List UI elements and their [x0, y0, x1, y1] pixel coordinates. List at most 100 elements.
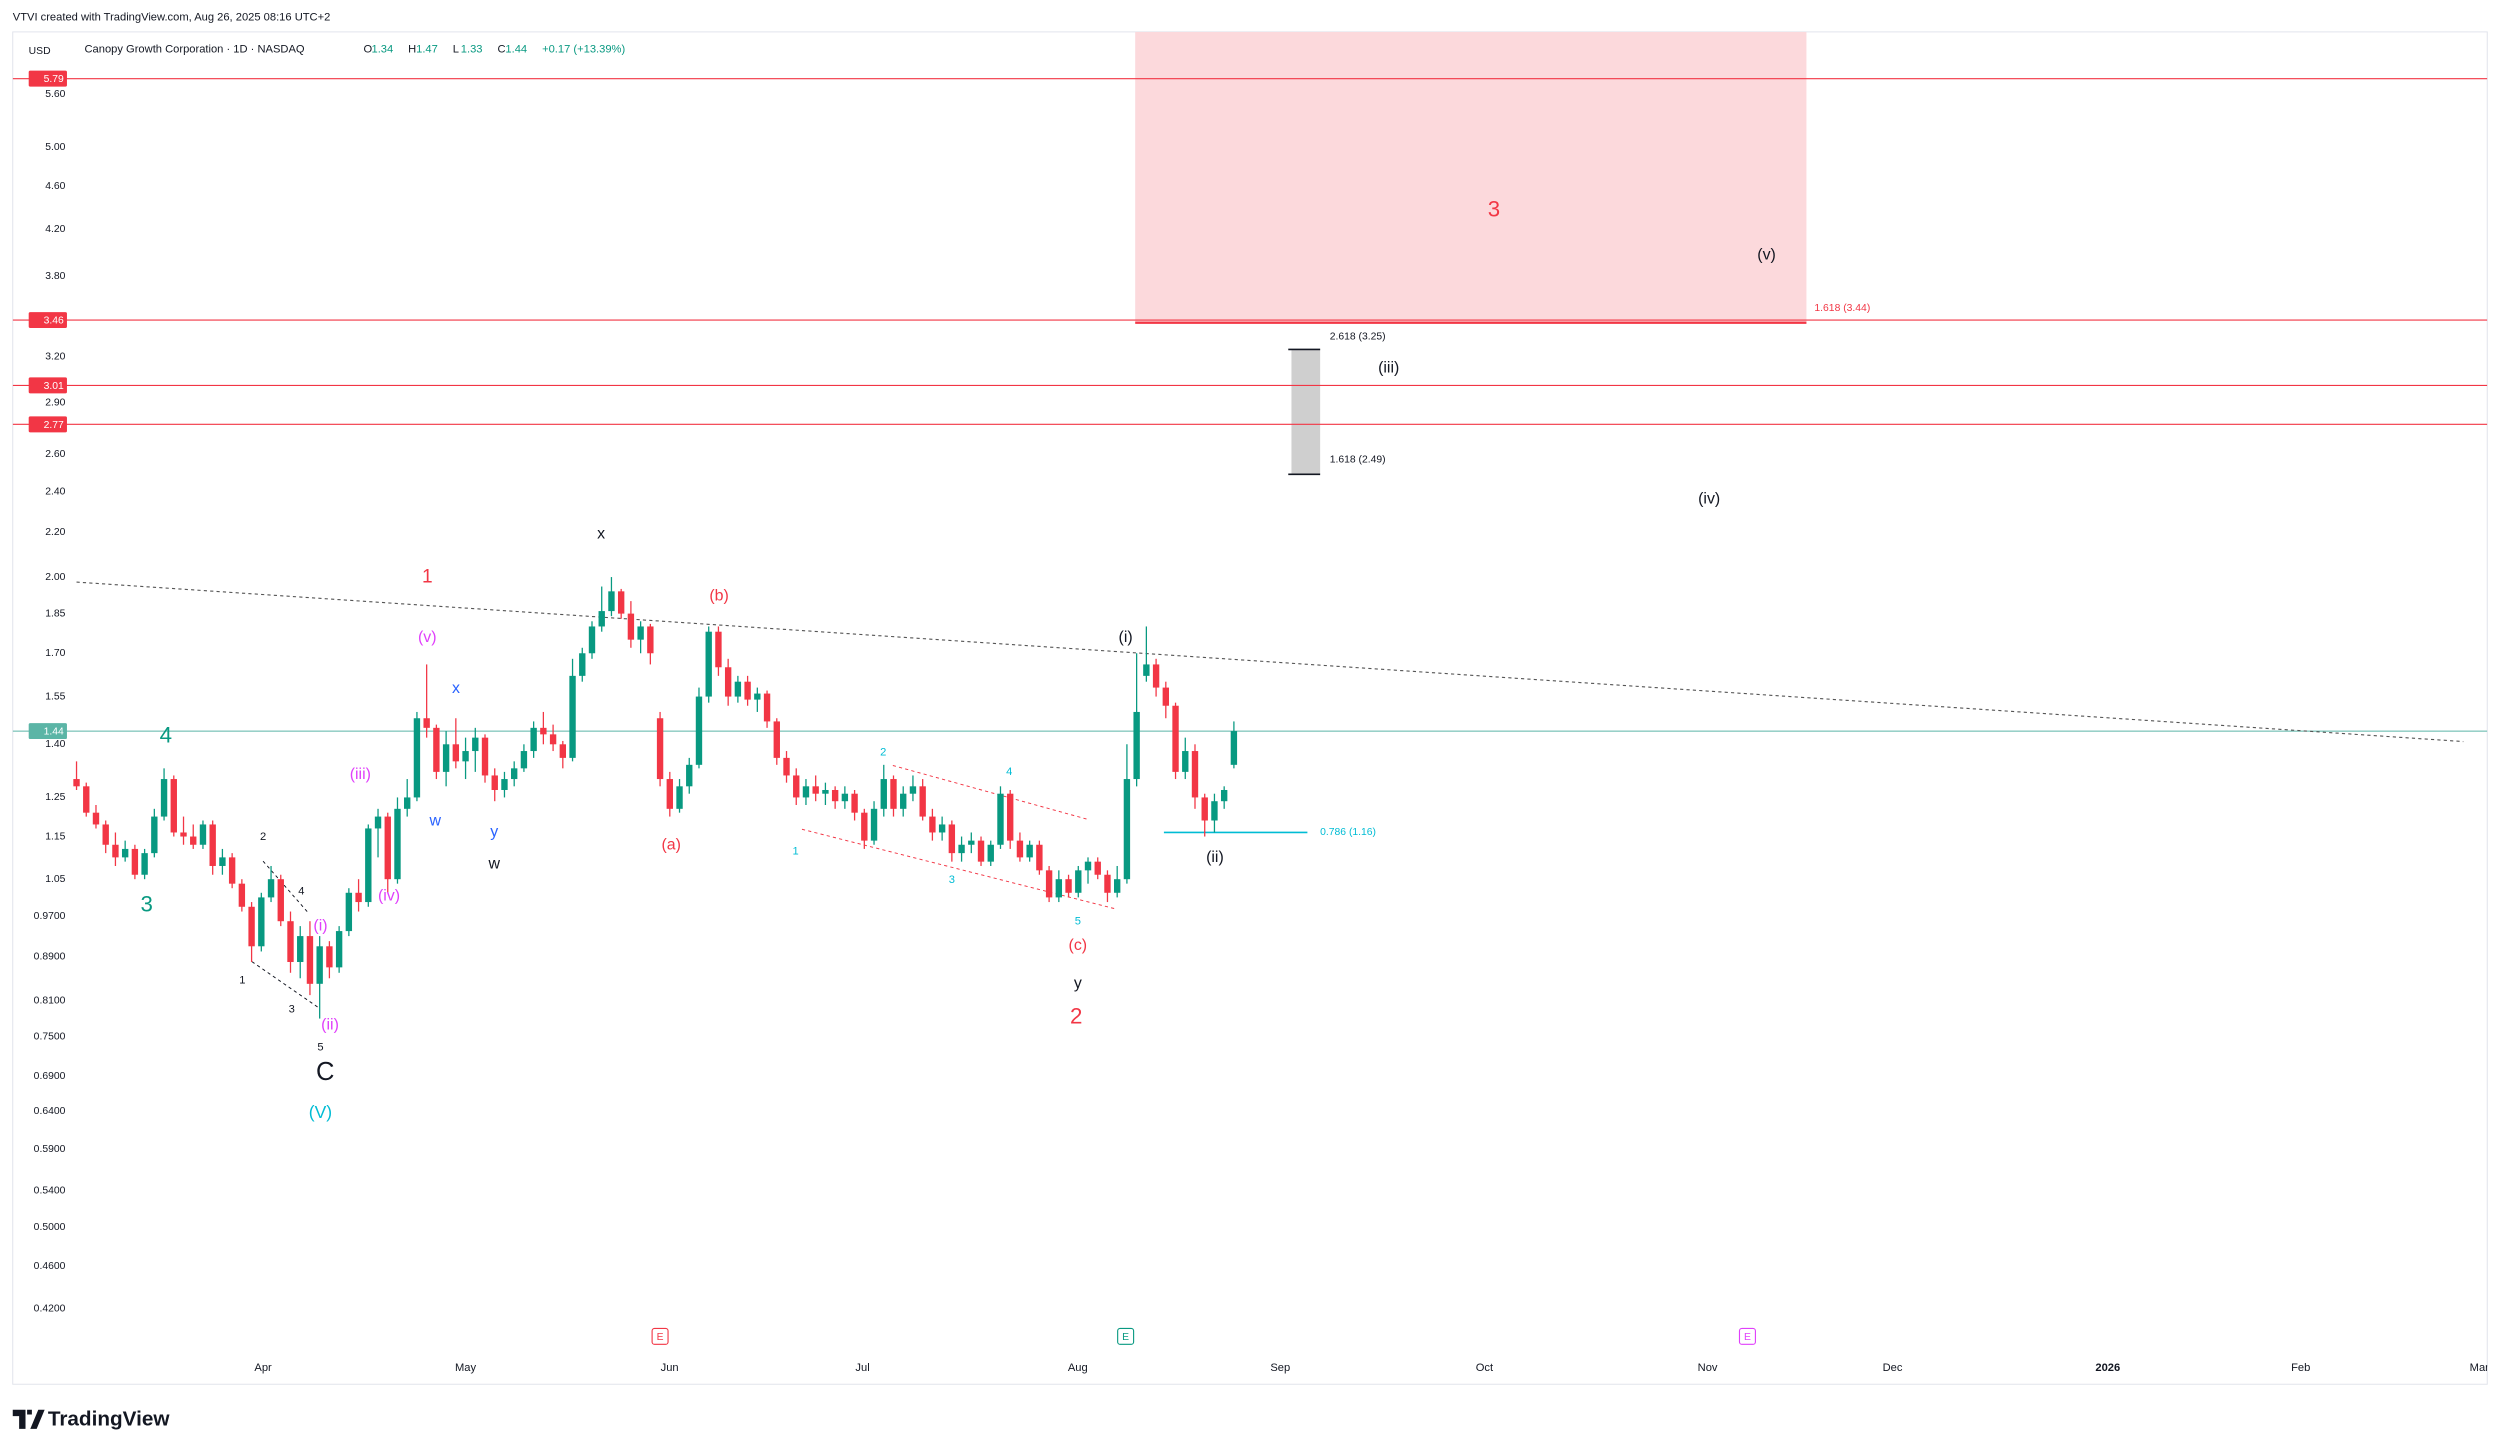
- candle-body: [209, 824, 216, 866]
- candle-body: [335, 931, 343, 968]
- candle-body: [724, 667, 732, 697]
- candle-body: [734, 681, 742, 697]
- ohlc-value: 1.33: [461, 43, 483, 55]
- earnings-marker: E: [1738, 1327, 1756, 1345]
- y-tick-label: 0.5000: [34, 1222, 66, 1233]
- price-axis-box: [28, 377, 67, 394]
- price-axis-label: 3.01: [44, 381, 64, 392]
- target-zone: [1135, 31, 1807, 323]
- ohlc-label: L: [453, 43, 459, 55]
- candle-body: [1143, 664, 1150, 676]
- candle-body: [861, 812, 868, 841]
- candle-body: [462, 751, 469, 762]
- candle-body: [365, 828, 372, 903]
- candle-body: [812, 786, 819, 794]
- candle-body: [1191, 751, 1199, 798]
- y-tick-label: 1.70: [45, 648, 65, 659]
- candle-body: [384, 816, 391, 880]
- price-axis-label: 2.77: [44, 420, 64, 431]
- price-axis-box: [28, 723, 67, 740]
- wave-label: (c): [1069, 937, 1088, 954]
- candle-body: [326, 946, 333, 968]
- y-tick-label: 4.60: [45, 181, 65, 192]
- ohlc-value: 1.34: [371, 43, 393, 55]
- candle-body: [102, 824, 109, 845]
- wave-label: 3: [140, 892, 152, 917]
- y-tick-label: 1.05: [45, 874, 65, 885]
- candle-body: [802, 786, 810, 798]
- candle-body: [374, 816, 382, 829]
- candle-body: [1182, 751, 1189, 772]
- candle-body: [404, 797, 411, 809]
- y-tick-label: 1.25: [45, 792, 65, 803]
- candle-body: [1201, 797, 1208, 821]
- candle-body: [997, 793, 1004, 845]
- candle-body: [258, 897, 265, 947]
- wave-label: 3: [289, 1003, 295, 1015]
- candle-body: [121, 848, 129, 858]
- brand-logo: [12, 1409, 45, 1429]
- candle-body: [413, 718, 421, 798]
- candle-body: [890, 779, 897, 809]
- y-tick-label: 5.60: [45, 89, 65, 100]
- candle-body: [190, 836, 197, 845]
- wave-label: 2: [1070, 1003, 1082, 1028]
- candle-body: [394, 808, 401, 880]
- candle-body: [666, 779, 673, 809]
- y-tick-label: 0.4200: [34, 1304, 66, 1315]
- wave-label: x: [597, 525, 605, 542]
- candle-body: [1094, 861, 1101, 875]
- y-tick-label: 0.5400: [34, 1186, 66, 1197]
- candle-body: [744, 681, 751, 700]
- earnings-label: E: [1744, 1332, 1751, 1343]
- candle-body: [1133, 711, 1140, 780]
- wave-label: 1: [792, 846, 798, 858]
- wave-label: (i): [313, 918, 327, 935]
- ohlc-value: 1.44: [505, 43, 527, 55]
- wave-label: 5: [317, 1042, 323, 1054]
- earnings-box: [1117, 1327, 1135, 1345]
- x-tick-label: 2026: [2095, 1362, 2120, 1374]
- candle-body: [1055, 879, 1063, 898]
- wave-label: (i): [1119, 629, 1133, 646]
- y-tick-label: 4.20: [45, 224, 65, 235]
- candle-body: [929, 816, 936, 833]
- x-tick-label: Mar: [2470, 1362, 2489, 1374]
- earnings-box: [1738, 1327, 1756, 1345]
- earnings-label: E: [1122, 1332, 1129, 1343]
- candle-body: [617, 591, 625, 614]
- candle-body: [511, 768, 518, 780]
- wave-label: y: [1074, 975, 1082, 992]
- candle-body: [1007, 793, 1014, 841]
- candle-body: [267, 879, 275, 898]
- ohlc-value: 1.47: [416, 43, 438, 55]
- candle-body: [248, 906, 255, 947]
- price-axis-label: 3.46: [44, 316, 64, 327]
- y-tick-label: 0.5900: [34, 1144, 66, 1155]
- price-axis-box: [28, 70, 67, 87]
- y-tick-label: 0.8900: [34, 951, 66, 962]
- candle-body: [170, 779, 177, 833]
- y-tick-label: 0.4600: [34, 1261, 66, 1272]
- wave-label: 1: [422, 566, 433, 587]
- candle-body: [316, 946, 323, 984]
- fib-label: 2.618 (3.25): [1330, 331, 1386, 342]
- candle-body: [1113, 879, 1121, 893]
- candle-body: [73, 779, 80, 787]
- candle-body: [238, 883, 246, 907]
- candle-body: [112, 844, 119, 858]
- y-tick-label: 3.80: [45, 271, 65, 282]
- earnings-label: E: [657, 1332, 664, 1343]
- candle-body: [676, 786, 683, 809]
- candle-body: [763, 693, 771, 722]
- candle-body: [433, 727, 440, 772]
- x-tick-label: Jul: [855, 1362, 869, 1374]
- price-axis-box: [28, 416, 67, 433]
- wave-label: (iv): [1698, 490, 1720, 507]
- channel-line: [892, 765, 1090, 821]
- candle-body: [919, 786, 926, 817]
- wave-label: x: [452, 680, 460, 697]
- candle-body: [549, 734, 557, 745]
- candle-body: [520, 751, 528, 769]
